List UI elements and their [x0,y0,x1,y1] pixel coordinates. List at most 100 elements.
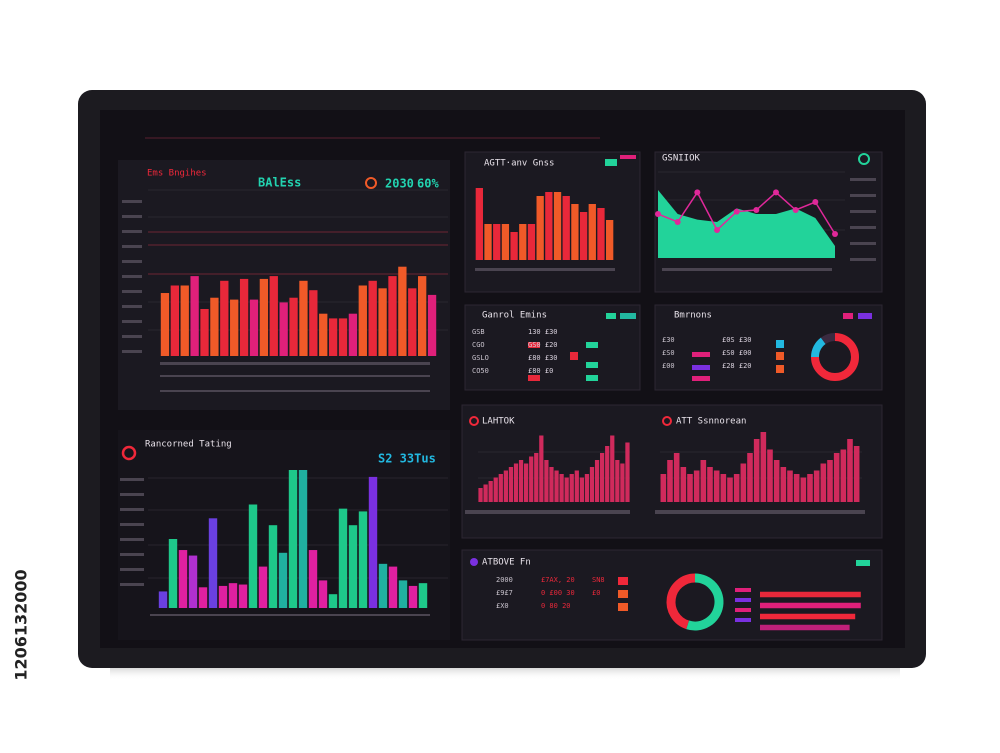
annotation: 60% [417,177,439,191]
bar [569,474,574,502]
annotation: S2 33Tus [378,452,436,466]
table-cell: £28 £20 [722,362,752,370]
bar [753,439,760,502]
bar [220,280,229,356]
bar [308,550,318,608]
bar [780,467,787,502]
bar [740,463,747,502]
panel-title: AGTT·anv Gnss [484,159,554,169]
table-cell: £0S £30 [722,336,752,344]
bar [427,294,437,356]
bar [248,504,258,608]
panel-title: GSNIIOK [662,154,701,164]
point [655,211,661,217]
table-cell: £9£7 [496,589,513,597]
bar [720,474,727,502]
bar [483,484,488,502]
illegible-labels [120,178,876,616]
bar [544,460,549,502]
bar [259,278,269,356]
bar [188,555,198,608]
area [658,190,835,258]
bar [288,470,298,608]
point [694,189,701,196]
bar [475,188,483,260]
table-cell: £S0 £00 [722,349,752,357]
bar [687,474,693,502]
bar [847,439,853,502]
bar [840,449,847,502]
bar [158,591,168,608]
bar [378,288,387,356]
bar [673,453,680,502]
bar [328,594,338,608]
bar [388,566,398,608]
bar [615,460,620,502]
table-cell: 0 80 20 [541,602,571,610]
bar [579,212,588,260]
bar [529,456,534,502]
bar [606,220,614,260]
bar [218,585,228,608]
point [812,199,819,205]
bar [554,470,559,502]
bar [760,613,856,620]
bar [793,474,800,502]
bar [853,446,860,502]
point [714,227,720,233]
bar [358,511,368,608]
panel [464,304,641,391]
table-cell: GSB [472,328,485,336]
bar [508,467,514,502]
bar [168,539,178,608]
point [733,208,740,215]
bar [539,435,544,502]
bar [760,602,861,609]
bar [269,276,278,356]
bar [787,470,793,502]
bar [228,583,238,608]
bar [760,432,767,502]
annotation: 2030 [385,177,414,191]
table-cell: GS0 £20 [528,341,558,349]
bar [348,313,358,356]
point [773,189,779,196]
bar [338,318,348,356]
bar [536,196,544,260]
watermark: 1206132000 [12,569,31,680]
bar [579,477,584,502]
bar [348,525,358,608]
table-cell: 0 £00 30 [541,589,575,597]
panel-title: BAlEss [258,176,301,190]
bar [319,313,328,356]
table-cell: £0 [592,589,600,597]
device-shadow [110,666,900,680]
panel-title: ATT Ssnnorean [676,417,746,427]
table-cell: SN8 [592,576,605,584]
panel-title: LAHTOK [482,417,515,427]
bar [198,587,208,608]
bar [760,591,861,598]
bar [562,196,570,260]
panel-title: Rancorned Tating [145,440,232,450]
bar [170,285,179,356]
bar [190,276,199,356]
bar [625,442,630,502]
bar [299,280,308,356]
bar [238,584,248,608]
bar [368,476,378,608]
point [832,231,838,237]
bar [418,276,427,356]
bar [773,460,780,502]
bar [807,474,813,502]
bar [510,232,518,260]
bar [338,508,348,608]
bar [559,474,564,502]
bar [258,566,268,608]
bar [833,453,840,502]
panel-subtitle: Ems Bngihes [147,169,207,179]
panel-title: Bmrnons [674,311,712,321]
bar [545,192,553,260]
bar [713,470,720,502]
